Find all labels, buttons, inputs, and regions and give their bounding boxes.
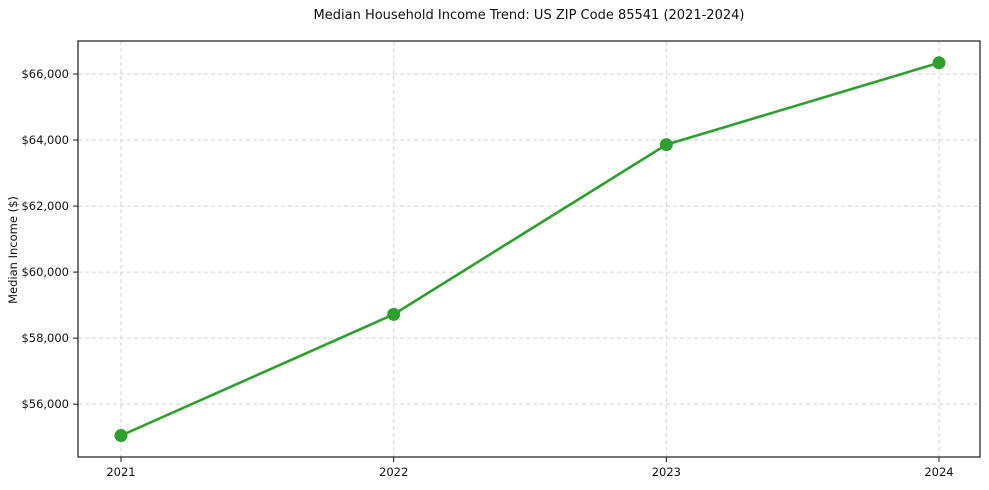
y-tick-label: $62,000 [21, 199, 69, 213]
plot-border [77, 40, 981, 458]
x-tick-label: 2022 [379, 465, 408, 479]
x-tick-label: 2024 [924, 465, 953, 479]
data-point-marker [932, 56, 946, 70]
y-tick-label: $56,000 [21, 397, 69, 411]
data-point-marker [387, 307, 401, 321]
trend-line [119, 61, 941, 437]
y-tick-label: $64,000 [21, 133, 69, 147]
y-tick-label: $66,000 [21, 67, 69, 81]
y-tick-label: $60,000 [21, 265, 69, 279]
x-tick-label: 2021 [106, 465, 135, 479]
data-point-marker [659, 138, 673, 152]
chart-title: Median Household Income Trend: US ZIP Co… [313, 8, 745, 23]
y-tick-label: $58,000 [21, 331, 69, 345]
data-point-marker [114, 429, 128, 443]
x-tick-label: 2023 [652, 465, 681, 479]
